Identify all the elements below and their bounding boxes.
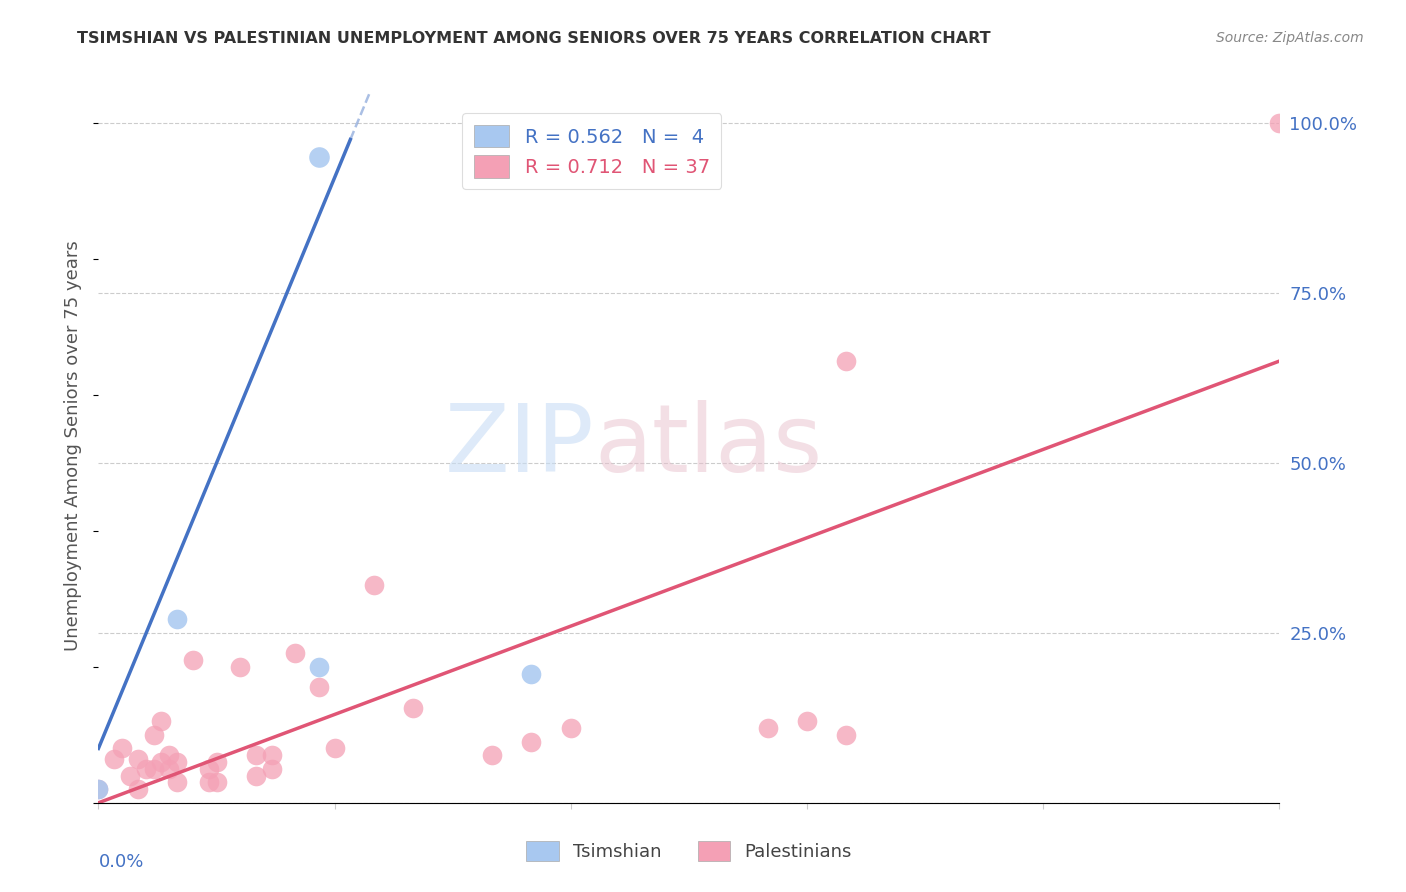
Point: [520, 734, 543, 748]
Legend: Tsimshian, Palestinians: Tsimshian, Palestinians: [515, 830, 863, 872]
Point: [87, 782, 110, 797]
Point: [111, 741, 134, 756]
Text: 0.0%: 0.0%: [98, 853, 143, 871]
Point: [127, 751, 149, 765]
Text: atlas: atlas: [595, 400, 823, 492]
Point: [260, 762, 283, 776]
Text: TSIMSHIAN VS PALESTINIAN UNEMPLOYMENT AMONG SENIORS OVER 75 YEARS CORRELATION CH: TSIMSHIAN VS PALESTINIAN UNEMPLOYMENT AM…: [77, 31, 991, 46]
Point: [118, 769, 141, 783]
Point: [142, 728, 165, 742]
Point: [796, 714, 818, 729]
Point: [166, 755, 188, 769]
Point: [157, 748, 180, 763]
Point: [835, 354, 858, 368]
Point: [835, 728, 858, 742]
Point: [323, 741, 346, 756]
Point: [150, 755, 173, 769]
Point: [127, 782, 149, 797]
Text: ZIP: ZIP: [444, 400, 595, 492]
Point: [205, 755, 228, 769]
Point: [481, 748, 503, 763]
Point: [260, 748, 283, 763]
Point: [520, 666, 543, 681]
Point: [560, 721, 582, 735]
Point: [308, 150, 330, 164]
Point: [157, 762, 180, 776]
Point: [308, 680, 330, 694]
Point: [245, 769, 267, 783]
Point: [87, 782, 110, 797]
Point: [1268, 116, 1291, 130]
Point: [103, 751, 125, 765]
Point: [245, 748, 267, 763]
Y-axis label: Unemployment Among Seniors over 75 years: Unemployment Among Seniors over 75 years: [65, 241, 83, 651]
Point: [150, 714, 173, 729]
Point: [142, 762, 165, 776]
Point: [181, 653, 204, 667]
Point: [402, 700, 425, 714]
Point: [229, 660, 252, 674]
Point: [308, 660, 330, 674]
Point: [166, 612, 188, 626]
Point: [135, 762, 157, 776]
Point: [205, 775, 228, 789]
Point: [363, 578, 385, 592]
Point: [197, 775, 219, 789]
Point: [166, 775, 188, 789]
Point: [284, 646, 307, 660]
Point: [756, 721, 779, 735]
Point: [197, 762, 219, 776]
Text: Source: ZipAtlas.com: Source: ZipAtlas.com: [1216, 31, 1364, 45]
